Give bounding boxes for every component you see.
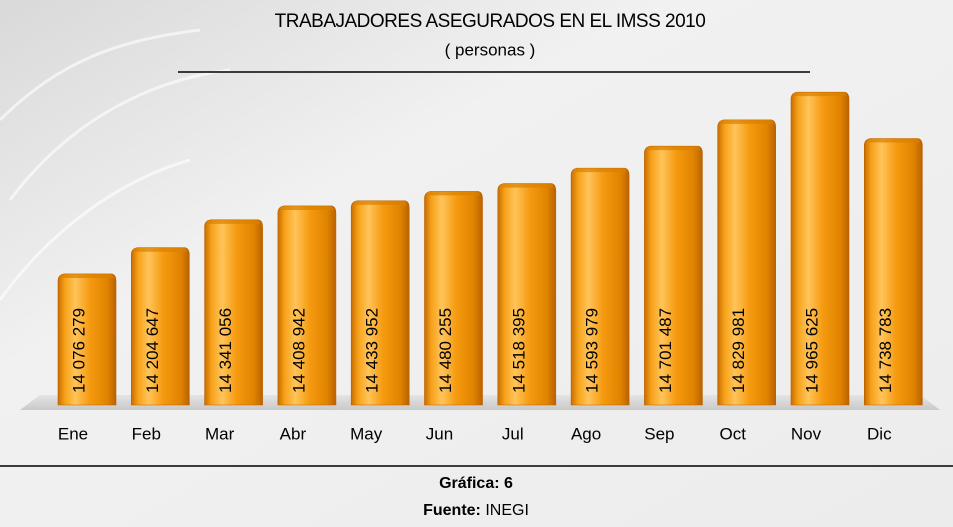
bar-cap (866, 138, 921, 143)
value-label: 14 341 056 (216, 308, 235, 393)
bar-cap (719, 119, 774, 124)
x-tick-label: Ene (58, 424, 88, 443)
value-label: 14 738 783 (876, 308, 895, 393)
value-label: 14 965 625 (802, 308, 821, 393)
x-tick-label: Sep (644, 424, 674, 443)
value-label: 14 433 952 (363, 308, 382, 393)
x-tick-label: Jun (426, 424, 453, 443)
value-label: 14 076 279 (69, 308, 88, 393)
value-label: 14 480 255 (436, 308, 455, 393)
x-tick-label: Dic (867, 424, 892, 443)
chart-subtitle: ( personas ) (445, 40, 536, 59)
bar (131, 247, 190, 406)
bar-cap (793, 92, 847, 97)
bar-cap (499, 183, 554, 188)
x-tick-label: Jul (502, 424, 524, 443)
source-value: INEGI (485, 502, 529, 519)
plot: Ene 14 076 279 Feb 14 204 647 Mar 14 341 056 A… (57, 91, 923, 443)
bar (497, 183, 557, 406)
x-tick-label: Abr (280, 424, 307, 443)
caption-label: Gráfica: (439, 475, 499, 492)
decoration (0, 28, 231, 301)
bar-cap (206, 219, 261, 224)
bar-cap (646, 146, 701, 151)
value-label: 14 829 981 (729, 308, 748, 393)
x-tick-label: Nov (791, 424, 822, 443)
bar (424, 191, 483, 406)
value-label: 14 593 979 (583, 308, 602, 393)
source-label: Fuente: (423, 502, 481, 519)
bar-cap (60, 273, 114, 278)
bar (790, 91, 850, 406)
value-label: 14 518 395 (509, 308, 528, 393)
x-tick-label: Ago (571, 424, 601, 443)
chart-title: TRABAJADORES ASEGURADOS EN EL IMSS 2010 (275, 11, 706, 32)
value-label: 14 204 647 (143, 308, 162, 393)
x-tick-label: Feb (132, 424, 161, 443)
source: Fuente: INEGI (423, 502, 529, 519)
value-label: 14 701 487 (656, 308, 675, 393)
x-tick-label: May (350, 424, 383, 443)
bar (864, 138, 923, 406)
bar-cap (279, 205, 334, 210)
x-tick-label: Mar (205, 424, 235, 443)
bar-cap (426, 191, 481, 196)
caption: Gráfica: 6 (439, 475, 513, 492)
bar-cap (573, 168, 628, 173)
bar (717, 119, 776, 406)
bar-cap (353, 200, 408, 205)
caption-number: 6 (504, 475, 513, 492)
bar-cap (133, 247, 188, 252)
value-label: 14 408 942 (289, 308, 308, 393)
x-tick-label: Oct (719, 424, 746, 443)
